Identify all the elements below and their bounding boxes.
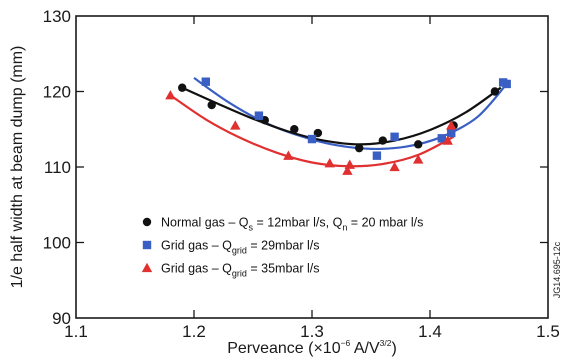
square-data-point	[390, 132, 399, 141]
square-data-point	[372, 151, 382, 160]
fit-curves	[169, 77, 508, 168]
triangle-data-point	[344, 159, 355, 169]
legend-triangle-marker	[141, 262, 153, 273]
circle-data-point	[178, 83, 187, 92]
chart-axes: 1.1 1.2 1.3 1.4 1.5 90 100 110 120 130	[43, 7, 560, 341]
circle-data-point	[290, 125, 299, 134]
y-tick-label: 120	[43, 83, 71, 102]
figure-code-label: JG14.695-12c	[552, 241, 562, 298]
circle-data-point	[378, 136, 387, 145]
x-tick-label: 1.5	[536, 322, 560, 341]
y-tick-label: 130	[43, 7, 71, 26]
triangle-data-point	[165, 90, 176, 100]
square-data-point	[447, 128, 456, 138]
square-data-point	[502, 79, 511, 89]
circle-data-point	[414, 140, 423, 149]
x-tick-label: 1.3	[300, 322, 324, 341]
square-data-point	[254, 111, 264, 120]
y-tick-label: 110	[44, 158, 71, 177]
triangle-data-point	[342, 165, 353, 175]
legend-entry-square: Grid gas – Qgrid = 29mbar l/s	[161, 239, 320, 256]
legend-square-marker	[142, 240, 152, 250]
circle-series-fit-curve	[181, 86, 502, 146]
square-data-point	[201, 77, 210, 86]
legend-entry-triangle: Grid gas – Qgrid = 35mbar l/s	[161, 262, 320, 279]
x-tick-label: 1.1	[64, 322, 88, 341]
legend-entry-circle: Normal gas – Qs = 12mbar l/s, Qn = 20 mb…	[161, 216, 423, 233]
triangle-data-point	[324, 158, 335, 168]
triangle-data-point	[442, 135, 453, 145]
x-axis-title: Perveance (×10−6 A/V3/2)	[227, 338, 397, 357]
triangle-data-point	[413, 154, 424, 164]
triangle-data-point	[446, 120, 457, 130]
triangle-data-point	[230, 120, 241, 130]
square-data-point	[307, 134, 317, 144]
axis-titles: Perveance (×10−6 A/V3/2) 1/e half width a…	[9, 46, 562, 357]
x-tick-label: 1.2	[182, 322, 206, 341]
triangle-data-point	[389, 161, 400, 172]
y-tick-label: 90	[52, 309, 71, 328]
y-tick-label: 100	[43, 234, 71, 253]
triangle-data-point	[283, 150, 294, 160]
triangle-series-fit-curve	[169, 94, 455, 168]
legend: Normal gas – Qs = 12mbar l/s, Qn = 20 mb…	[141, 216, 423, 279]
legend-circle-marker	[142, 217, 152, 227]
square-series-fit-curve	[193, 77, 508, 151]
data-points	[165, 77, 511, 175]
x-tick-label: 1.4	[418, 322, 442, 341]
circle-data-point	[207, 100, 216, 110]
circle-data-point	[355, 143, 364, 153]
circle-data-point	[490, 87, 500, 96]
square-data-point	[437, 134, 446, 143]
y-axis-title: 1/e half width at beam dump (mm)	[9, 46, 26, 289]
